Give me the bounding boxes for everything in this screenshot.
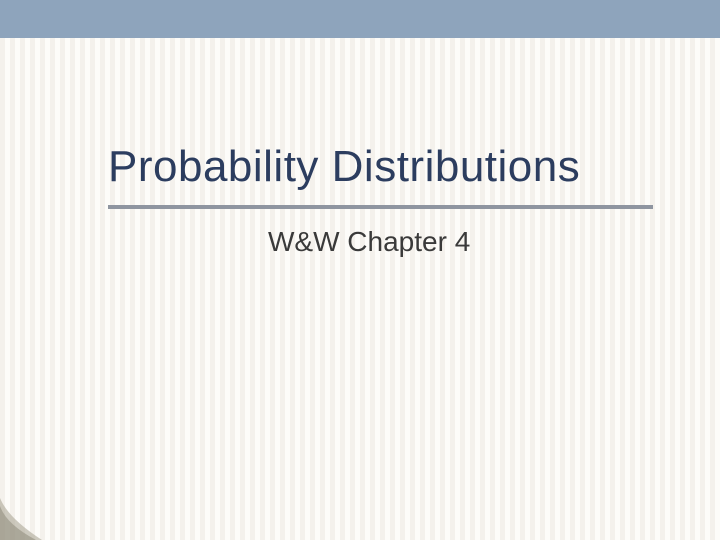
top-bar: [0, 0, 720, 38]
title-underline: [108, 205, 653, 209]
slide-subtitle: W&W Chapter 4: [268, 226, 470, 258]
slide-title: Probability Distributions: [108, 142, 580, 192]
background-stripes: [0, 38, 720, 540]
corner-accent-icon: [0, 498, 42, 540]
